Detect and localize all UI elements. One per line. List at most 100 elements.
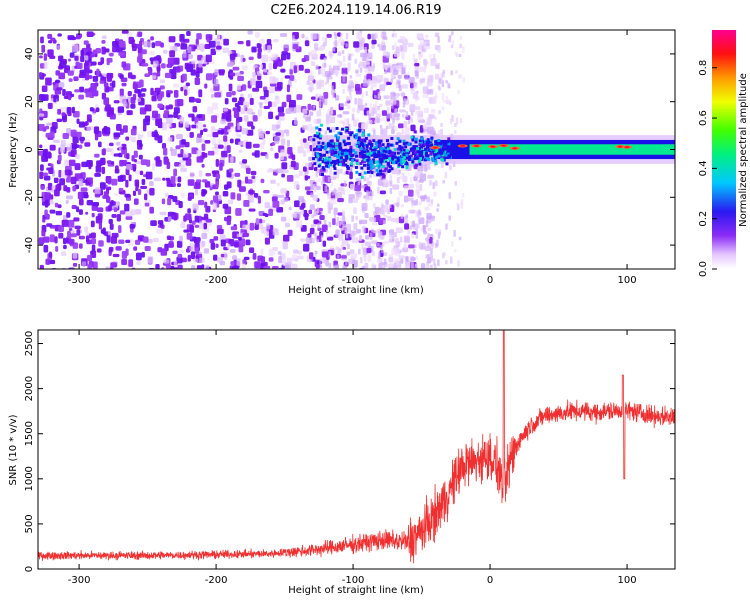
spectrogram-noise-cell xyxy=(266,169,273,174)
signal-onset-cell xyxy=(361,133,365,137)
spectrogram-noise-cell xyxy=(276,82,283,90)
signal-onset-cell xyxy=(405,162,409,166)
spectrogram-noise-cell xyxy=(109,223,114,230)
spectrogram-noise-cell xyxy=(433,191,437,197)
signal-onset-cell xyxy=(346,142,350,146)
signal-onset-cell xyxy=(384,150,388,154)
spectrogram-faint-cell xyxy=(388,204,392,208)
signal-onset-cell xyxy=(379,147,383,151)
signal-onset-cell xyxy=(379,139,383,143)
signal-onset-cell xyxy=(377,160,381,164)
signal-onset-cell xyxy=(333,167,337,171)
spectrogram-noise-cell xyxy=(367,119,373,125)
spectrogram-noise-cell xyxy=(212,195,219,202)
spectrogram-noise-cell xyxy=(144,202,150,207)
spectrogram-noise-cell xyxy=(42,149,48,156)
signal-onset-cell xyxy=(355,162,359,166)
spectrogram-noise-cell xyxy=(213,236,219,241)
spectrogram-faint-cell xyxy=(323,62,327,68)
spectrogram-noise-cell xyxy=(81,261,87,267)
signal-onset-cell xyxy=(325,142,329,146)
spectrogram-noise-cell xyxy=(47,49,54,58)
spectrogram-faint-cell xyxy=(442,71,445,78)
spectrogram-noise-cell xyxy=(381,44,386,51)
spectrogram-noise-cell xyxy=(136,97,142,102)
spectrogram-noise-cell xyxy=(408,183,415,189)
spectrogram-noise-cell xyxy=(173,213,178,221)
signal-onset-cell xyxy=(423,142,427,146)
spectrogram-faint-cell xyxy=(448,101,452,106)
spectrogram-noise-cell xyxy=(241,84,247,91)
spectrogram-faint-cell xyxy=(363,61,366,68)
spectrogram-noise-cell xyxy=(398,255,405,259)
spectrogram-noise-cell xyxy=(262,212,267,216)
spectrogram-noise-cell xyxy=(198,257,205,263)
signal-onset-cell xyxy=(365,149,369,153)
signal-onset-cell xyxy=(319,153,323,157)
spectrogram-faint-cell xyxy=(389,174,393,181)
spectrogram-noise-cell xyxy=(76,208,80,213)
spectrogram-x-tick-label: -100 xyxy=(342,275,365,286)
spectrogram-noise-cell xyxy=(85,211,89,215)
spectrogram-faint-cell xyxy=(381,265,385,269)
spectrogram-faint-cell xyxy=(432,53,436,60)
spectrogram-noise-cell xyxy=(178,200,183,209)
spectrogram-faint-cell xyxy=(390,263,394,269)
spectrogram-noise-cell xyxy=(133,150,138,158)
spectrogram-faint-cell xyxy=(336,190,339,194)
spectrogram-noise-cell xyxy=(67,230,72,238)
spectrogram-noise-cell xyxy=(45,258,51,265)
spectrogram-noise-cell xyxy=(404,127,410,135)
spectrogram-noise-cell xyxy=(150,87,154,96)
spectrogram-noise-cell xyxy=(229,75,234,80)
spectrogram-noise-cell xyxy=(44,209,48,218)
signal-onset-cell xyxy=(317,141,321,145)
spectrogram-noise-cell xyxy=(43,53,47,61)
spectrogram-noise-cell xyxy=(322,97,328,106)
spectrogram-noise-cell xyxy=(275,115,280,120)
spectrogram-noise-cell xyxy=(205,54,212,63)
spectrogram-faint-cell xyxy=(342,121,345,127)
spectrogram-faint-cell xyxy=(361,243,364,250)
spectrogram-noise-cell xyxy=(234,172,241,177)
spectrogram-noise-cell xyxy=(201,232,208,240)
spectrogram-noise-cell xyxy=(95,107,100,113)
signal-onset-cell xyxy=(360,160,364,164)
spectrogram-noise-cell xyxy=(99,80,105,84)
signal-onset-cell xyxy=(443,145,447,149)
spectrogram-noise-cell xyxy=(68,159,76,167)
spectrogram-noise-cell xyxy=(245,141,252,149)
signal-onset-cell xyxy=(442,143,446,147)
spectrogram-noise-cell xyxy=(272,228,279,236)
spectrogram-noise-cell xyxy=(180,86,184,92)
spectrogram-faint-cell xyxy=(443,251,446,257)
spectrogram-noise-cell xyxy=(140,185,148,190)
spectrogram-faint-cell xyxy=(430,199,434,204)
signal-onset-cell xyxy=(372,139,376,143)
signal-onset-cell xyxy=(319,134,323,138)
spectrogram-faint-cell xyxy=(461,193,465,198)
spectrogram-noise-cell xyxy=(365,235,370,240)
spectrogram-noise-cell xyxy=(130,128,137,136)
spectrogram-noise-cell xyxy=(414,106,421,111)
signal-onset-cell xyxy=(423,158,427,162)
signal-onset-cell xyxy=(319,145,323,149)
spectrogram-noise-cell xyxy=(119,159,124,167)
spectrogram-noise-cell xyxy=(96,68,100,77)
signal-onset-cell xyxy=(358,151,362,155)
spectrogram-noise-cell xyxy=(355,191,362,196)
spectrogram-noise-cell xyxy=(424,206,430,211)
spectrogram-noise-cell xyxy=(103,127,111,135)
signal-onset-cell xyxy=(314,166,318,170)
spectrogram-noise-cell xyxy=(263,189,270,194)
spectrogram-noise-cell xyxy=(64,169,72,176)
spectrogram-noise-cell xyxy=(193,184,201,190)
signal-onset-cell xyxy=(423,150,427,154)
spectrogram-noise-cell xyxy=(280,216,287,222)
spectrogram-faint-cell xyxy=(462,46,465,53)
spectrogram-faint-cell xyxy=(425,60,429,64)
signal-onset-cell xyxy=(365,144,369,148)
colorbar-tick-label: 0.2 xyxy=(698,211,709,227)
spectrogram-y-tick-label: -40 xyxy=(24,237,35,253)
spectrogram-faint-cell xyxy=(459,36,463,40)
